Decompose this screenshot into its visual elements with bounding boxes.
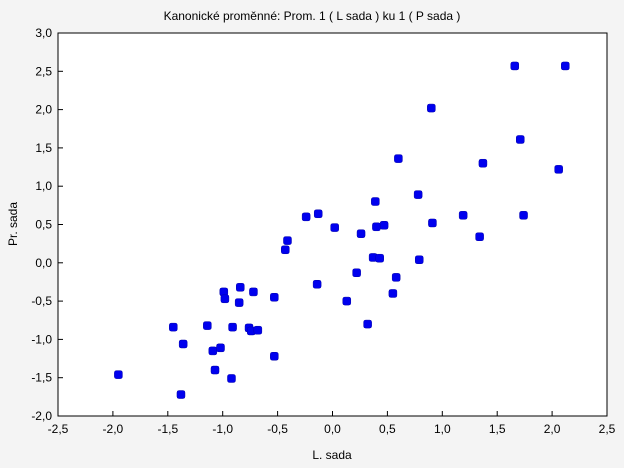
data-point (203, 321, 212, 330)
data-point (301, 212, 311, 222)
data-point (178, 339, 188, 349)
data-point (176, 390, 186, 399)
x-tick-label: 2,5 (599, 422, 616, 436)
y-axis: -2,0 -1,5 -1,0 -0,5 0,0 0,5 1,0 1,5 2,0 2,5 3,0 (31, 26, 63, 423)
data-point (281, 245, 290, 255)
data-point (427, 103, 436, 113)
data-point (210, 365, 220, 375)
y-tick-label: 1,5 (35, 141, 52, 155)
data-point (270, 293, 279, 302)
data-point (413, 190, 423, 199)
data-point (283, 236, 292, 245)
data-point (227, 374, 236, 383)
data-point (253, 325, 263, 335)
data-point (414, 255, 424, 264)
y-tick-label: -0,5 (31, 294, 52, 308)
x-tick-label: 0,5 (379, 422, 396, 436)
data-point (516, 135, 525, 144)
data-point (363, 319, 372, 329)
x-tick-label: -0,5 (267, 422, 288, 436)
x-tick-label: 1,5 (489, 422, 506, 436)
data-point (342, 296, 352, 306)
y-tick-label: -1,0 (31, 332, 52, 346)
data-point (510, 61, 520, 71)
data-point (270, 352, 279, 361)
data-point (234, 298, 244, 307)
y-tick-label: 2,5 (35, 64, 52, 78)
data-point (371, 197, 380, 206)
x-tick-label: 1,0 (434, 422, 451, 436)
data-point (394, 154, 403, 163)
data-point (428, 218, 437, 228)
data-point (379, 221, 389, 230)
data-point (561, 61, 570, 71)
x-axis: -2,5 -2,0 -1,5 -1,0 -0,5 0,0 0,5 1,0 1,5 2,0 2,5 (48, 411, 616, 436)
x-tick-label: 2,0 (544, 422, 561, 436)
data-point (313, 209, 323, 219)
data-point (228, 322, 237, 332)
chart-title: Kanonické proměnné: Prom. 1 ( L sada ) k… (164, 9, 461, 23)
data-points (114, 61, 570, 399)
data-point (391, 273, 401, 282)
data-point (475, 232, 484, 242)
data-point (312, 279, 322, 289)
data-point (114, 370, 123, 379)
y-tick-label: 1,0 (35, 179, 52, 193)
data-point (375, 253, 384, 263)
x-tick-label: -2,5 (48, 422, 69, 436)
data-point (169, 322, 178, 332)
x-tick-label: -2,0 (103, 422, 124, 436)
y-tick-label: -1,5 (31, 371, 52, 385)
data-point (478, 158, 488, 168)
data-point (519, 211, 528, 220)
data-point (372, 222, 381, 232)
y-axis-title: Pr. sada (6, 202, 20, 246)
data-point (554, 165, 563, 174)
x-axis-title: L. sada (312, 448, 352, 462)
x-tick-label: -1,0 (212, 422, 233, 436)
data-point (208, 346, 218, 356)
y-tick-label: 3,0 (35, 26, 52, 40)
x-tick-label: -1,5 (157, 422, 178, 436)
data-point (458, 211, 468, 220)
y-tick-label: -2,0 (31, 409, 52, 423)
data-point (356, 229, 366, 238)
data-point (330, 223, 339, 232)
y-tick-label: 2,0 (35, 103, 52, 117)
data-point (220, 294, 230, 304)
x-tick-label: 0,0 (324, 422, 341, 436)
data-point (216, 343, 225, 353)
data-point (236, 283, 245, 292)
y-tick-label: 0,0 (35, 256, 52, 270)
y-tick-label: 0,5 (35, 218, 52, 232)
data-point (388, 289, 398, 298)
data-point (352, 268, 361, 278)
data-point (249, 287, 258, 297)
